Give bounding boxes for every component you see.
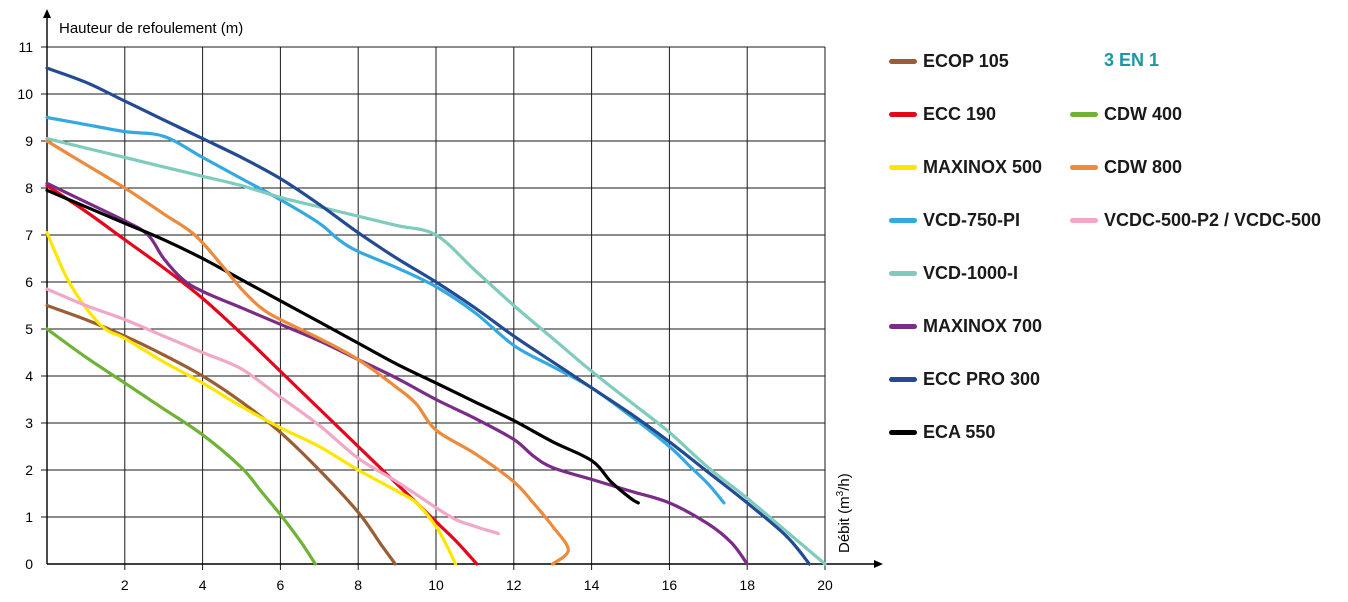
- series-line-maxinox-500: [45, 231, 458, 566]
- x-tick-label: 10: [428, 577, 444, 593]
- series-line-ecc-190: [45, 184, 479, 566]
- x-tick-label: 4: [199, 577, 207, 593]
- y-tick-label: 8: [25, 180, 33, 196]
- x-axis-arrow: [874, 560, 883, 568]
- grid: [41, 46, 826, 570]
- x-tick-label: 20: [817, 577, 833, 593]
- y-tick-label: 1: [25, 509, 33, 525]
- y-tick-label: 5: [25, 321, 33, 337]
- series-line-vcd-750-pi: [45, 115, 726, 505]
- x-tick-label: 6: [277, 577, 285, 593]
- series-line-cdw-800: [45, 139, 570, 566]
- series-line-maxinox-700: [45, 181, 749, 566]
- x-tick-label: 18: [739, 577, 755, 593]
- x-tick-label: 16: [662, 577, 678, 593]
- y-axis-arrow: [43, 9, 51, 18]
- series-line-eca-550: [45, 188, 640, 505]
- x-tick-label: 2: [121, 577, 129, 593]
- x-tick-label: 12: [506, 577, 522, 593]
- y-tick-label: 4: [25, 368, 33, 384]
- x-tick-label: 8: [354, 577, 362, 593]
- series-lines: [45, 66, 827, 566]
- y-tick-label: 2: [25, 462, 33, 478]
- axes: [43, 9, 883, 568]
- y-tick-label: 6: [25, 274, 33, 290]
- series-line-ecc-pro-300: [45, 66, 811, 566]
- series-line-cdw-400: [45, 327, 317, 566]
- y-tick-label: 9: [25, 133, 33, 149]
- y-tick-label: 11: [18, 39, 33, 55]
- x-axis-title: Débit (m3/h): [835, 473, 853, 553]
- x-tick-label: 14: [584, 577, 600, 593]
- series-line-vcdc-500-p2-vcdc-500: [45, 287, 500, 536]
- y-axis-title: Hauteur de refoulement (m): [59, 20, 243, 37]
- y-tick-label: 7: [25, 227, 33, 243]
- y-tick-label: 10: [17, 86, 33, 102]
- series-line-ecop-105: [45, 303, 397, 566]
- y-tick-label: 0: [25, 556, 33, 572]
- series-line-vcd-1000-i: [45, 137, 827, 566]
- y-tick-label: 3: [25, 415, 33, 431]
